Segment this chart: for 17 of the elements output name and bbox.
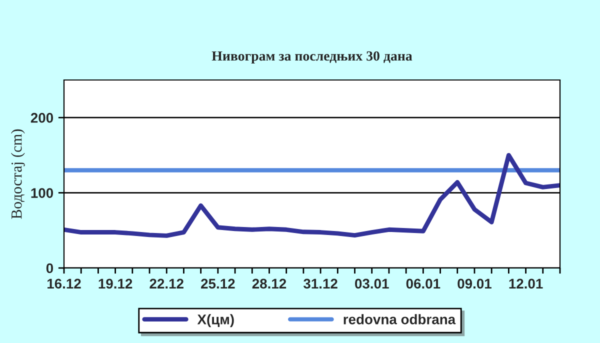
x-tick-label: 22.12 <box>150 278 184 288</box>
legend-label: X(цм) <box>197 314 234 328</box>
x-tick-label: 19.12 <box>98 278 132 289</box>
y-tick-label: 200 <box>30 112 54 123</box>
legend-label: redovna odbrana <box>344 314 456 324</box>
x-tick-label: 31.12 <box>303 278 338 289</box>
x-tick-label: 03.01 <box>355 278 389 289</box>
x-tick-label: 25.12 <box>201 278 235 289</box>
chart-title: Нивограм за последњих 30 дана <box>212 51 412 64</box>
x-tick-label: 09.01 <box>458 278 492 289</box>
x-tick-label: 16.12 <box>48 278 81 289</box>
x-tick-label: 12.01 <box>509 278 543 289</box>
y-axis-title: Водостај (cm) <box>11 129 25 219</box>
x-tick-label: 06.01 <box>406 278 440 289</box>
x-tick-label: 28.12 <box>252 278 286 289</box>
y-tick-label: 0 <box>46 263 54 274</box>
y-tick-label: 100 <box>31 188 54 198</box>
